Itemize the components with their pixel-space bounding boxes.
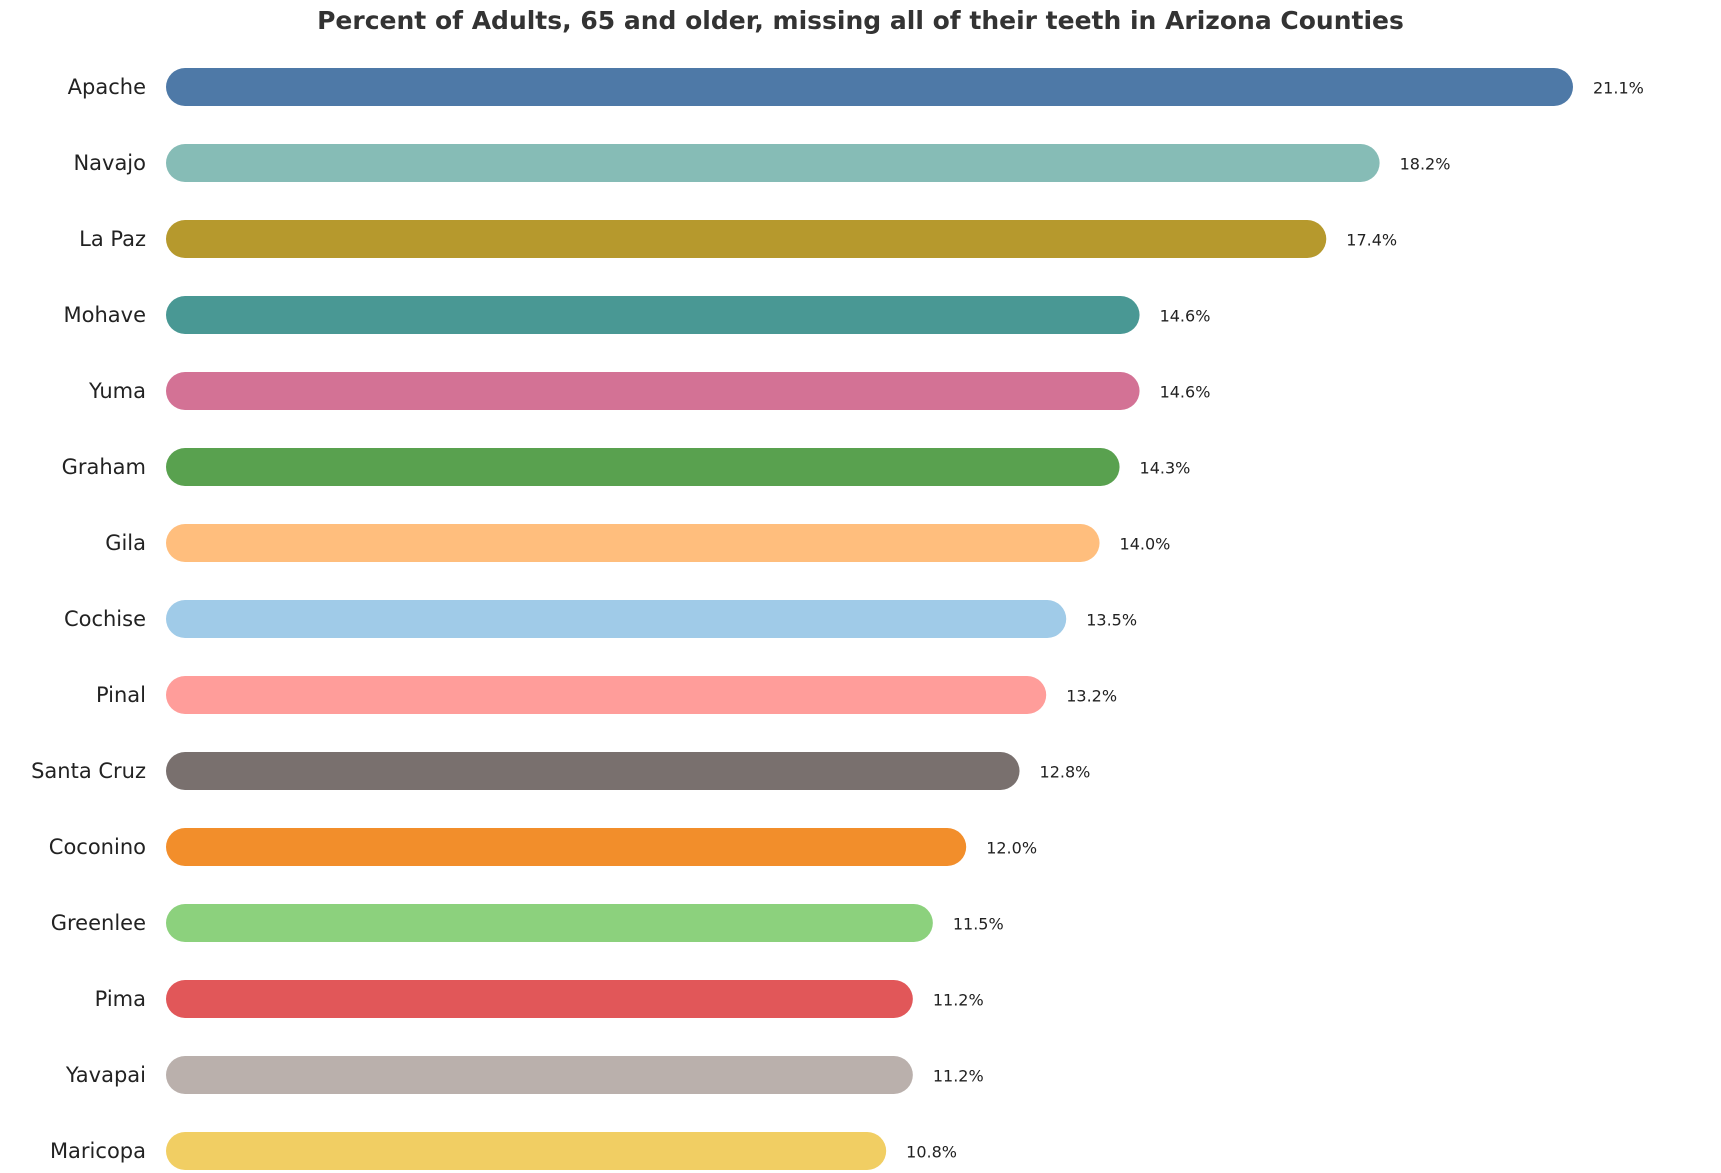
category-label-navajo: Navajo	[73, 151, 146, 175]
category-label-mohave: Mohave	[64, 303, 147, 327]
bar-apache[interactable]	[166, 68, 1573, 106]
value-label-pinal: 13.2%	[1066, 687, 1117, 706]
bar-yuma[interactable]	[166, 372, 1140, 410]
value-label-yavapai: 11.2%	[933, 1067, 984, 1086]
bar-santa-cruz[interactable]	[166, 752, 1020, 790]
bar-la-paz[interactable]	[166, 220, 1327, 258]
bar-mohave[interactable]	[166, 296, 1140, 334]
value-label-greenlee: 11.5%	[953, 915, 1004, 934]
bar-cochise[interactable]	[166, 600, 1067, 638]
value-label-navajo: 18.2%	[1400, 155, 1451, 174]
bar-greenlee[interactable]	[166, 904, 933, 942]
category-label-apache: Apache	[68, 75, 146, 99]
value-label-santa-cruz: 12.8%	[1040, 763, 1091, 782]
bar-graham[interactable]	[166, 448, 1120, 486]
bar-gila[interactable]	[166, 524, 1100, 562]
bar-pima[interactable]	[166, 980, 913, 1018]
value-label-apache: 21.1%	[1593, 79, 1644, 98]
bar-navajo[interactable]	[166, 144, 1380, 182]
category-label-greenlee: Greenlee	[51, 911, 146, 935]
category-label-coconino: Coconino	[49, 835, 146, 859]
bar-maricopa[interactable]	[166, 1132, 887, 1170]
value-label-gila: 14.0%	[1120, 535, 1171, 554]
value-label-maricopa: 10.8%	[906, 1143, 957, 1162]
value-label-graham: 14.3%	[1140, 459, 1191, 478]
chart-title: Percent of Adults, 65 and older, missing…	[317, 6, 1404, 35]
category-label-pima: Pima	[95, 987, 146, 1011]
category-label-yuma: Yuma	[88, 379, 146, 403]
value-label-pima: 11.2%	[933, 991, 984, 1010]
value-label-coconino: 12.0%	[986, 839, 1037, 858]
category-label-yavapai: Yavapai	[65, 1063, 146, 1087]
value-label-la-paz: 17.4%	[1346, 231, 1397, 250]
value-label-mohave: 14.6%	[1160, 307, 1211, 326]
bar-pinal[interactable]	[166, 676, 1047, 714]
category-label-la-paz: La Paz	[79, 227, 146, 251]
value-label-yuma: 14.6%	[1160, 383, 1211, 402]
category-label-santa-cruz: Santa Cruz	[31, 759, 146, 783]
bar-coconino[interactable]	[166, 828, 967, 866]
category-label-cochise: Cochise	[64, 607, 146, 631]
bar-yavapai[interactable]	[166, 1056, 913, 1094]
category-label-graham: Graham	[62, 455, 146, 479]
category-label-maricopa: Maricopa	[50, 1139, 146, 1163]
category-label-gila: Gila	[105, 531, 146, 555]
category-label-pinal: Pinal	[96, 683, 146, 707]
value-label-cochise: 13.5%	[1086, 611, 1137, 630]
